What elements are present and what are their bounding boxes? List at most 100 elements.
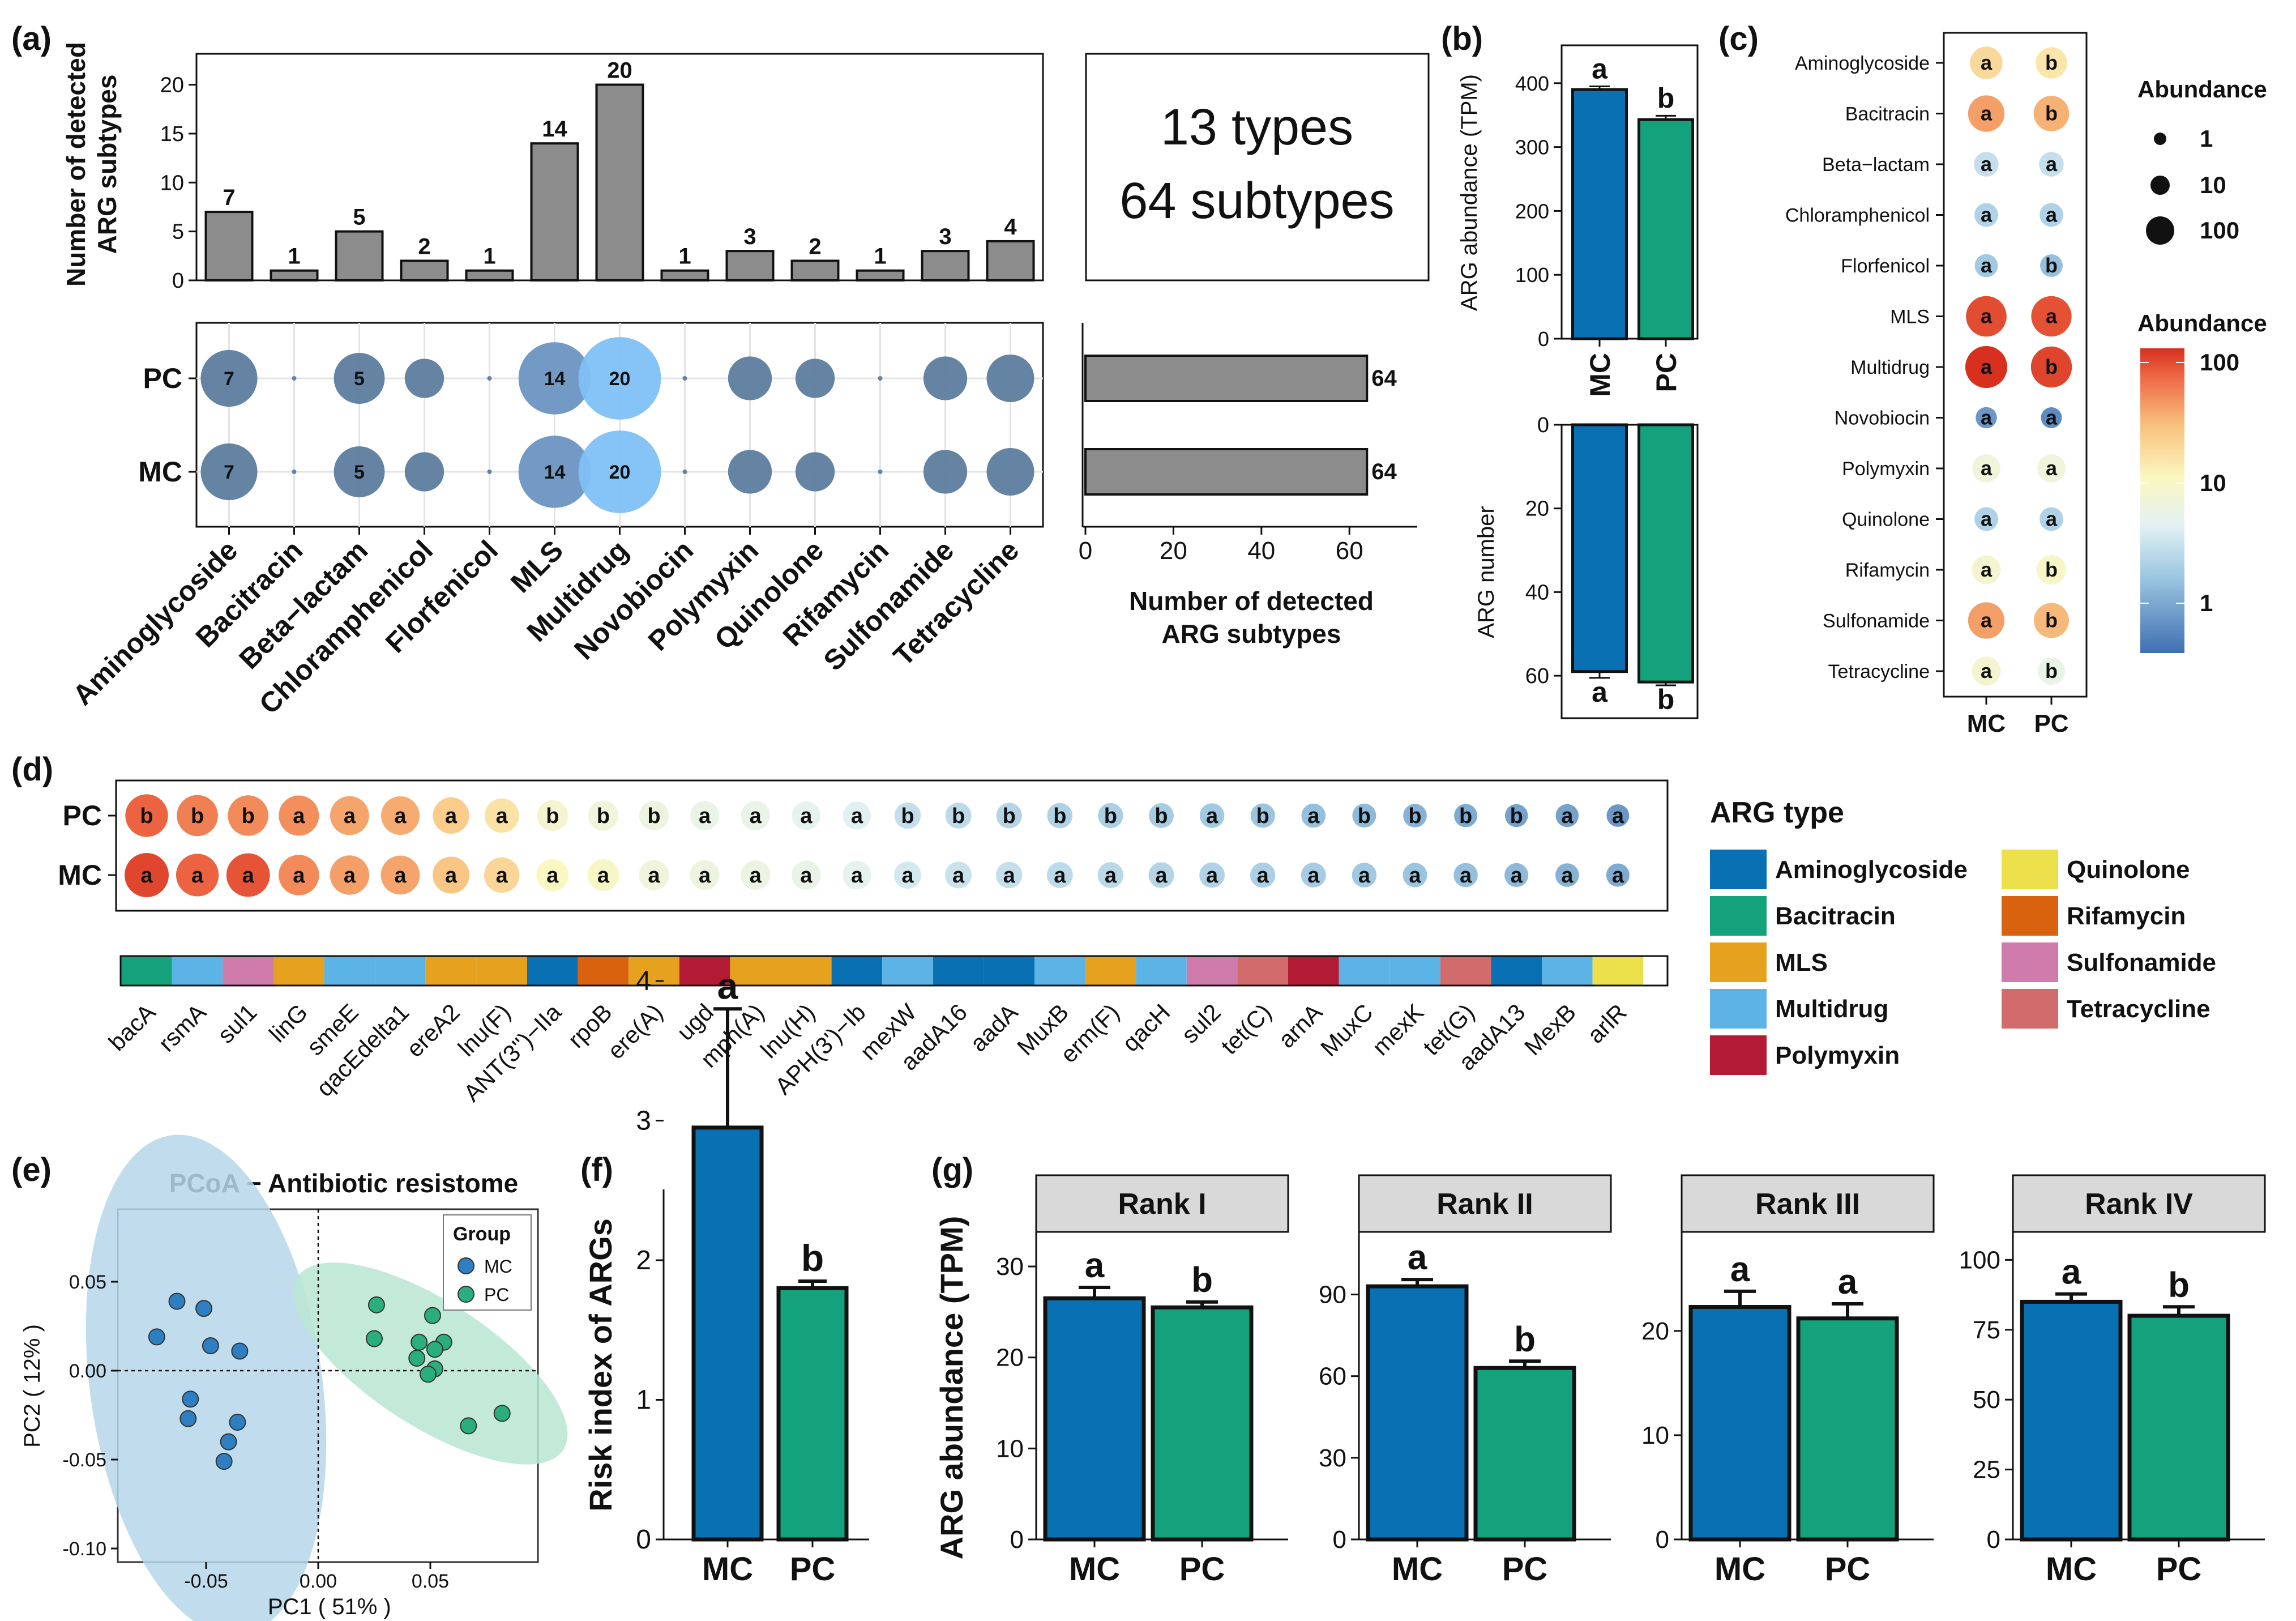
cell-d-mc-erea2: [433, 856, 470, 894]
x-label-c-pc: PC: [2034, 710, 2068, 737]
gene-label-mexb: MexB: [1519, 999, 1581, 1060]
x-label-g-mc: MC: [1714, 1551, 1765, 1588]
letter-c: b: [2045, 355, 2058, 378]
facet-strip-rank-iii: [1681, 1174, 1935, 1233]
letter-d: a: [648, 864, 660, 888]
bar-g-rank-i-pc: [1151, 1305, 1254, 1542]
letter-d: a: [901, 864, 914, 888]
cell-c-beta-lactam-mc: [1974, 152, 1999, 177]
letter-d: b: [1053, 804, 1066, 828]
cell-d-pc-tet-c: [1250, 803, 1275, 828]
bar-b-number-pc: [1637, 423, 1694, 684]
y-tick-label-g: 25: [1973, 1456, 2000, 1484]
facet-title-rank-i: Rank I: [1118, 1188, 1206, 1221]
y-axis-title-a: ARG subtypes: [92, 75, 122, 254]
letter-c: b: [2045, 558, 2058, 581]
cell-d-mc-tet-c: [1250, 862, 1276, 888]
letter-d: b: [1459, 804, 1472, 828]
panel-label-e: (e): [11, 1151, 52, 1188]
cell-d-mc-qacedelta1: [380, 855, 420, 895]
type-cell-muxc: [1339, 956, 1390, 986]
gene-label-ere-a: ere(A): [602, 999, 668, 1064]
bar-label-polymyxin: 3: [743, 224, 756, 249]
cell-c-sulfonamide-mc: [1968, 602, 2005, 639]
bar-label-bacitracin: 1: [288, 244, 300, 269]
x-label-f-mc: MC: [702, 1551, 753, 1588]
cell-d-pc-smee: [330, 796, 369, 835]
row-label-c-polymyxin: Polymyxin: [1842, 458, 1930, 480]
y-tick-label-g: 0: [1987, 1526, 2000, 1554]
total-bar-pc: [1084, 355, 1369, 402]
letter-d: b: [901, 804, 914, 828]
dot-label: 7: [224, 368, 234, 390]
gene-label-qach: qacH: [1117, 999, 1175, 1057]
row-label-pc: PC: [143, 362, 182, 394]
panel-b-top-frame: [1560, 44, 1699, 340]
panel-b-bottom-frame: [1560, 424, 1699, 719]
y-tick-label-a: 20: [160, 74, 184, 97]
letter-d: a: [445, 804, 458, 828]
letter-g: a: [1408, 1238, 1427, 1277]
cell-d-mc-ere-a: [639, 860, 669, 890]
y-tick-label-f: 1: [636, 1385, 651, 1415]
point-mc: [229, 1414, 246, 1431]
y-tick-label-f: 2: [636, 1245, 651, 1276]
letter-d: a: [800, 864, 813, 888]
gene-label-aada: aadA: [965, 999, 1023, 1057]
cell-d-pc-mph-a: [741, 801, 770, 830]
panel-c-frame: [1943, 32, 2088, 698]
y-tick-label-e: 0.05: [69, 1272, 106, 1293]
bar-b-abundance-mc: [1571, 88, 1628, 340]
letter-c: a: [1981, 406, 1993, 429]
bar-g-rank-iii-pc: [1796, 1316, 1899, 1542]
cell-d-mc-ling: [279, 855, 319, 895]
type-cell-baca: [121, 956, 172, 986]
x-label-g-pc: PC: [1502, 1551, 1548, 1588]
type-cell-rsma: [172, 956, 223, 986]
cell-d-mc-arna: [1301, 863, 1326, 888]
legend-label-rifamycin: Rifamycin: [2067, 902, 2186, 930]
y-axis-title-b-bottom: ARG number: [1474, 506, 1499, 638]
type-cell-ant-3-iia: [527, 956, 578, 986]
pcoa-legend-point-mc: [458, 1257, 474, 1274]
letter-d: a: [1105, 864, 1117, 888]
letter-c: a: [1981, 254, 1993, 277]
letter-d: b: [952, 804, 965, 828]
cell-d-pc-mexb: [1555, 804, 1579, 827]
letter-b-top: b: [1657, 82, 1675, 114]
point-mc: [231, 1342, 249, 1360]
letter-d: a: [496, 804, 508, 828]
y-tick-label-a: 15: [160, 122, 184, 146]
dot-pc-novobiocin: [682, 376, 687, 381]
letter-d: a: [851, 864, 863, 888]
legend-label-sulfonamide: Sulfonamide: [2067, 949, 2216, 976]
bar-sulfonamide: [921, 250, 970, 282]
letter-c: a: [1981, 51, 1993, 74]
cell-d-mc-baca: [125, 853, 169, 897]
cell-d-pc-aph-3-ib: [843, 801, 871, 830]
y-tick-label-g: 30: [1319, 1444, 1346, 1472]
point-pc: [411, 1333, 428, 1351]
cell-d-mc-aada16: [945, 861, 972, 889]
letter-f: a: [717, 965, 739, 1006]
type-cell-qacedelta1: [375, 956, 426, 986]
pcoa-legend-box: [443, 1214, 532, 1311]
dot-pc-bacitracin: [292, 376, 297, 381]
point-mc: [220, 1433, 237, 1451]
dot-label: 7: [224, 462, 234, 483]
x-tick-label-e: 0.05: [412, 1571, 449, 1592]
x-label-b-pc: PC: [1651, 353, 1682, 392]
letter-d: a: [1612, 804, 1624, 828]
dot-pc-beta-lactam: [334, 353, 385, 404]
letter-d: a: [1206, 864, 1218, 888]
type-cell-erm-f: [1085, 956, 1136, 986]
legend-swatch-quinolone: [2002, 850, 2058, 889]
letter-f: b: [801, 1237, 824, 1279]
y-axis-title-e: PC2 ( 12% ): [20, 1324, 45, 1448]
point-pc: [493, 1405, 511, 1422]
legend-label-multidrug: Multidrug: [1775, 995, 1888, 1023]
bar-label-aminoglycoside: 7: [223, 185, 235, 210]
type-cell-mph-a: [730, 956, 781, 986]
y-axis-title-a: Number of detected: [61, 42, 91, 287]
legend-label-quinolone: Quinolone: [2067, 856, 2190, 884]
